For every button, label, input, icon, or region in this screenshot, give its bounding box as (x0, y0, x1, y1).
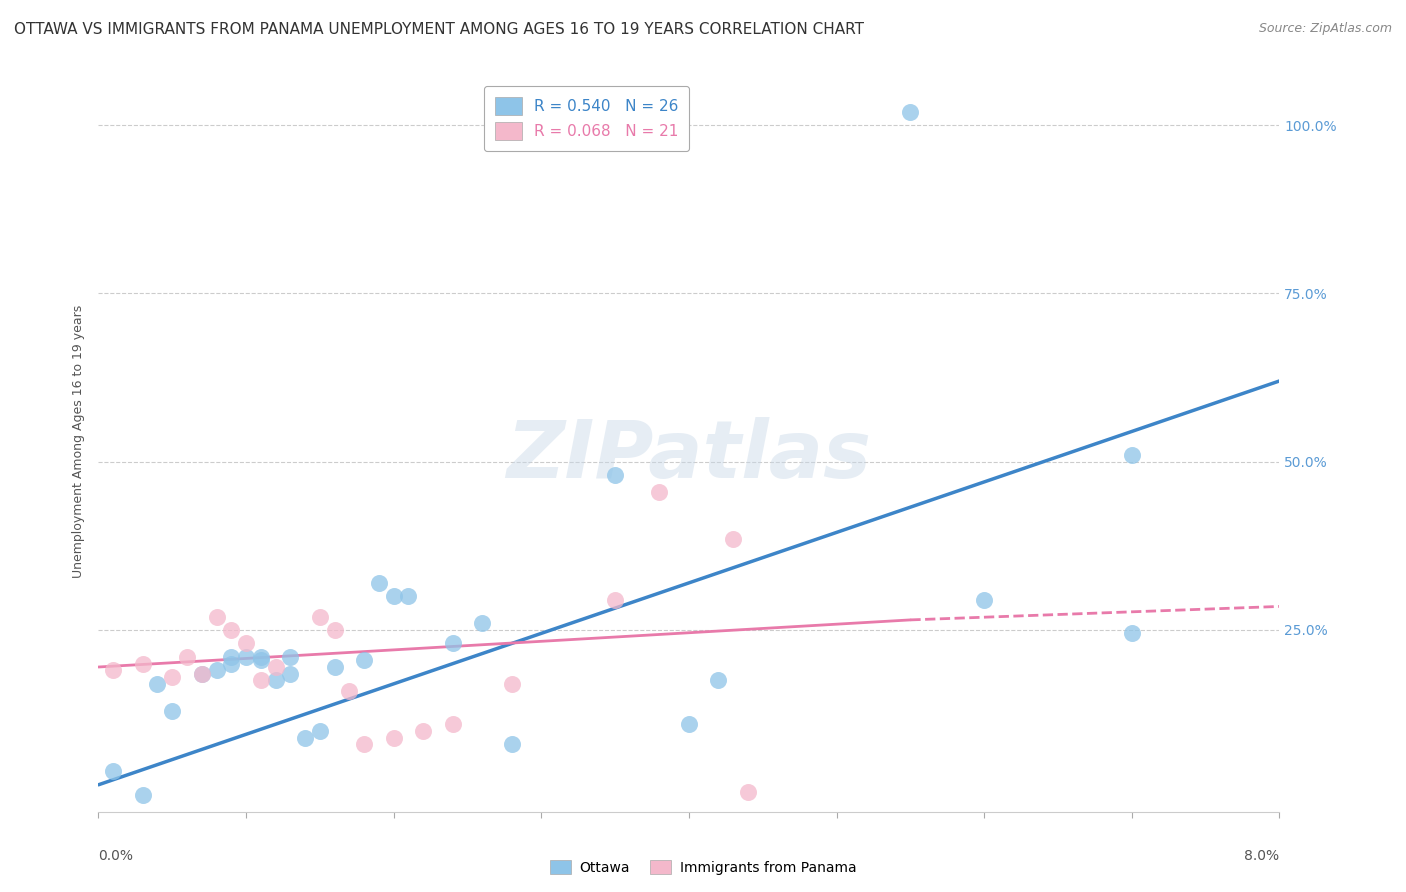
Point (1121, 626, 1143, 640)
Point (900, 104, 922, 119)
Point (973, 592, 995, 607)
Point (441, 636, 464, 650)
Point (723, 532, 745, 546)
Point (235, 649, 257, 664)
Point (264, 660, 287, 674)
Point (501, 677, 523, 691)
Point (382, 731, 405, 745)
Text: 0.0%: 0.0% (98, 849, 134, 863)
Text: 8.0%: 8.0% (1244, 849, 1279, 863)
Text: ZIPatlas: ZIPatlas (506, 417, 872, 495)
Point (471, 616, 494, 631)
Point (441, 717, 464, 731)
Point (323, 660, 346, 674)
Point (605, 592, 627, 607)
Point (221, 623, 243, 637)
Point (353, 653, 375, 667)
Point (103, 664, 125, 678)
Legend: Ottawa, Immigrants from Panama: Ottawa, Immigrants from Panama (544, 855, 862, 880)
Point (280, 666, 302, 681)
Point (176, 649, 198, 664)
Point (103, 764, 125, 779)
Point (162, 704, 183, 718)
Point (162, 670, 183, 684)
Point (146, 677, 169, 691)
Point (250, 673, 273, 688)
Point (191, 666, 214, 681)
Text: OTTAWA VS IMMIGRANTS FROM PANAMA UNEMPLOYMENT AMONG AGES 16 TO 19 YEARS CORRELAT: OTTAWA VS IMMIGRANTS FROM PANAMA UNEMPLO… (14, 22, 865, 37)
Point (353, 738, 375, 752)
Point (339, 683, 361, 698)
Point (678, 717, 700, 731)
Point (235, 636, 257, 650)
Point (648, 485, 671, 500)
Point (309, 609, 332, 624)
Point (221, 649, 243, 664)
Point (605, 468, 627, 483)
Text: Source: ZipAtlas.com: Source: ZipAtlas.com (1258, 22, 1392, 36)
Point (250, 653, 273, 667)
Point (707, 673, 730, 688)
Point (191, 666, 214, 681)
Point (368, 575, 391, 590)
Point (132, 657, 155, 671)
Point (737, 784, 759, 798)
Point (294, 731, 316, 745)
Y-axis label: Unemployment Among Ages 16 to 19 years: Unemployment Among Ages 16 to 19 years (72, 305, 86, 578)
Point (309, 723, 332, 738)
Point (132, 788, 155, 802)
Point (280, 649, 302, 664)
Point (501, 738, 523, 752)
Point (398, 590, 420, 604)
Point (264, 673, 287, 688)
Point (382, 590, 405, 604)
Point (323, 623, 346, 637)
Point (205, 609, 228, 624)
Point (1121, 448, 1143, 462)
Point (250, 649, 273, 664)
Legend: R = 0.540   N = 26, R = 0.068   N = 21: R = 0.540 N = 26, R = 0.068 N = 21 (484, 87, 689, 151)
Point (412, 723, 434, 738)
Point (221, 657, 243, 671)
Point (205, 664, 228, 678)
